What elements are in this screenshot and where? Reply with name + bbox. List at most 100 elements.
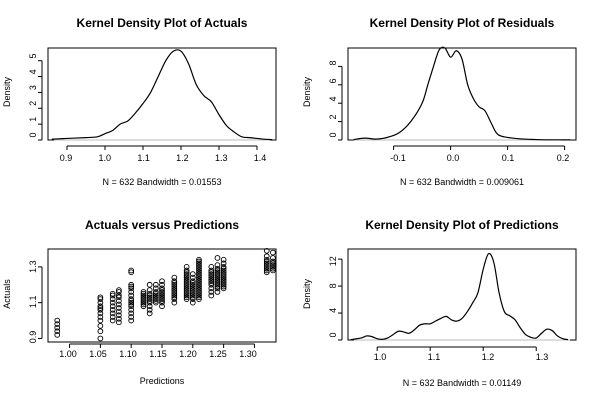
scatter-point [140,296,147,302]
scatter-point [220,274,227,281]
scatter-point [128,301,135,308]
plot-frame [47,47,277,141]
scatter-point [54,328,61,335]
scatter-point [196,281,202,288]
scatter-point [208,271,215,277]
scatter-point [208,269,215,276]
scatter-point [116,312,122,319]
scatter-point [152,290,159,297]
scatter-point [109,299,116,306]
scatter-point [183,278,190,285]
scatter-point [128,281,135,288]
scatter-point [189,290,196,297]
x-tick-label: 1.3 [215,153,228,163]
scatter-point [128,310,135,317]
plot-area [338,46,577,150]
density-curve [350,252,569,341]
scatter-point [220,280,227,286]
scatter-point [97,328,104,335]
x-axis-label: N = 632 Bandwidth = 0.01149 [403,378,521,388]
scatter-point [116,294,122,301]
scatter-point [220,271,227,277]
scatter-point [183,287,190,293]
scatter-point [196,278,202,285]
scatter-point [196,269,202,276]
scatter-point [140,290,147,297]
scatter-point [97,299,104,306]
scatter-point [208,285,215,292]
scatter-point [214,274,221,281]
x-tick-label: 1.0 [374,352,387,362]
scatter-point [146,281,153,288]
scatter-point [128,292,135,299]
x-axis [66,145,258,150]
scatter-point [220,283,227,290]
scatter-point [97,303,104,310]
scatter-point [159,296,165,302]
scatter-point [171,292,178,299]
scatter-point [220,260,227,267]
scatter-point [109,290,116,297]
scatter-point [189,289,196,295]
scatter-point [159,299,165,306]
scatter-point [189,296,196,302]
y-tick-label: 4 [328,96,338,101]
scatter-point [116,292,122,299]
scatter-point [54,324,61,331]
scatter-point [97,310,104,317]
scatter-point [196,296,202,302]
scatter-point [183,292,190,299]
y-axis-label: Actuals [2,279,12,309]
panel-residuals-density: Kernel Density Plot of Residuals N = 632… [302,16,569,187]
scatter-point [128,298,135,304]
scatter-point [97,335,104,342]
scatter-point [171,281,178,288]
x-tick-label: 1.25 [209,349,227,359]
y-axis [38,60,43,141]
scatter-point [140,299,147,306]
scatter-point [109,310,116,317]
scatter-point [146,303,153,310]
tick-labels: 1.00 1.05 1.10 1.15 1.20 1.25 1.30 0.9 1… [28,260,257,359]
scatter-point [196,274,202,281]
scatter-point [183,285,190,292]
scatter-point [97,296,104,302]
scatter-point [270,255,276,261]
scatter-point [152,294,159,301]
scatter-point [189,294,196,301]
plot-area [338,248,577,351]
scatter-point [159,278,165,285]
x-tick-label: 1.10 [119,349,137,359]
scatter-point [208,267,215,274]
scatter-point [220,269,227,276]
scatter-point [196,267,202,274]
scatter-point [196,258,202,265]
y-tick-label: 1 [28,117,38,122]
scatter-point [140,289,147,295]
scatter-point [171,280,178,286]
scatter-point [196,287,202,293]
scatter-point [189,281,196,288]
scatter-point [146,298,153,304]
scatter-point [140,292,147,299]
scatter-point [146,306,153,313]
x-axis [376,346,537,351]
x-tick-label: 1.30 [239,349,257,359]
scatter-point [116,301,122,308]
scatter-point [189,287,196,293]
scatter-point [270,260,276,267]
scatter-point [220,281,227,288]
scatter-point [220,256,227,263]
scatter-point [171,294,178,301]
y-tick-label: 1.1 [28,296,38,309]
x-tick-label: 0.1 [502,153,515,163]
scatter-point [109,303,116,310]
scatter-point [189,280,196,286]
scatter-point [214,265,221,272]
chart-title: Kernel Density Plot of Actuals [77,16,248,30]
scatter-point [270,262,276,268]
scatter-point [183,264,190,270]
scatter-point [109,306,116,313]
scatter-point [263,247,270,254]
scatter-point [152,285,159,292]
